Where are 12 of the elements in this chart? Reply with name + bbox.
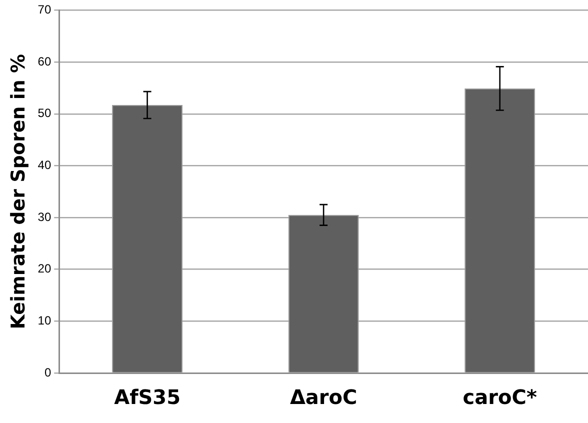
y-tick-label: 40: [38, 158, 52, 172]
y-tick-label: 0: [44, 365, 52, 380]
x-tick-label: AfS35: [114, 385, 180, 410]
y-tick-label: 20: [38, 262, 52, 276]
y-tick-label: 10: [38, 313, 52, 328]
y-tick-label: 50: [38, 106, 52, 120]
y-tick-label: 60: [38, 54, 52, 68]
y-tick-label: 30: [38, 210, 52, 224]
x-tick-label: caroC*: [462, 385, 538, 410]
y-axis-title: Keimrate der Sporen in %: [7, 54, 30, 330]
y-tick-label: 70: [38, 2, 52, 17]
x-tick-label: ΔaroC: [290, 385, 358, 410]
